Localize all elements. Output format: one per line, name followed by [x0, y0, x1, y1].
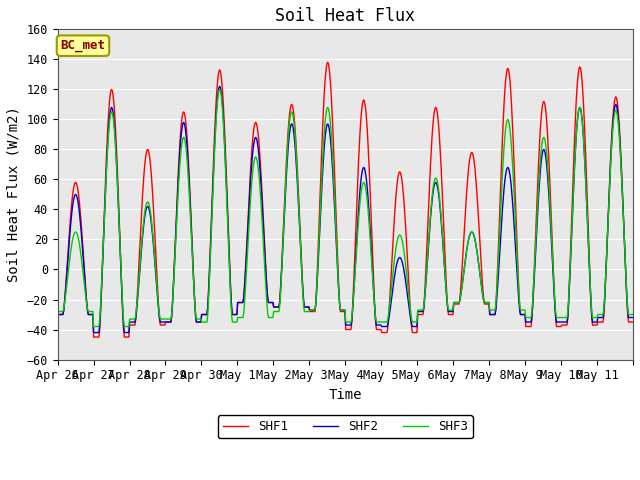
SHF3 [406, 306, 414, 312]
SHF1 [228, 305, 236, 311]
SHF1 [122, 334, 130, 340]
SHF2 [438, 236, 446, 241]
Line: SHF3: SHF3 [58, 89, 633, 326]
X-axis label: Time: Time [328, 388, 362, 402]
SHF1 [278, 258, 286, 264]
SHF2 [228, 312, 236, 317]
SHF3 [122, 324, 130, 329]
Text: BC_met: BC_met [60, 39, 106, 52]
SHF3 [438, 232, 446, 238]
SHF2 [90, 330, 97, 336]
Y-axis label: Soil Heat Flux (W/m2): Soil Heat Flux (W/m2) [7, 107, 21, 282]
Line: SHF1: SHF1 [58, 62, 633, 337]
SHF3 [90, 324, 97, 329]
SHF3 [216, 86, 223, 92]
SHF3 [228, 319, 236, 325]
SHF1 [324, 60, 332, 65]
SHF3 [279, 247, 287, 252]
SHF2 [257, 180, 265, 186]
Legend: SHF1, SHF2, SHF3: SHF1, SHF2, SHF3 [218, 415, 473, 438]
SHF1 [406, 305, 414, 311]
SHF1 [438, 194, 446, 200]
SHF1 [90, 334, 97, 340]
SHF3 [257, 198, 265, 204]
Line: SHF2: SHF2 [58, 86, 633, 333]
SHF3 [629, 312, 637, 317]
SHF2 [629, 315, 637, 321]
Title: Soil Heat Flux: Soil Heat Flux [275, 7, 415, 25]
SHF2 [216, 84, 223, 89]
SHF1 [257, 157, 264, 163]
SHF3 [54, 309, 61, 314]
SHF2 [54, 312, 61, 317]
SHF2 [122, 330, 130, 336]
SHF1 [54, 312, 61, 317]
SHF1 [629, 319, 637, 325]
SHF2 [406, 313, 414, 319]
SHF2 [279, 247, 287, 253]
